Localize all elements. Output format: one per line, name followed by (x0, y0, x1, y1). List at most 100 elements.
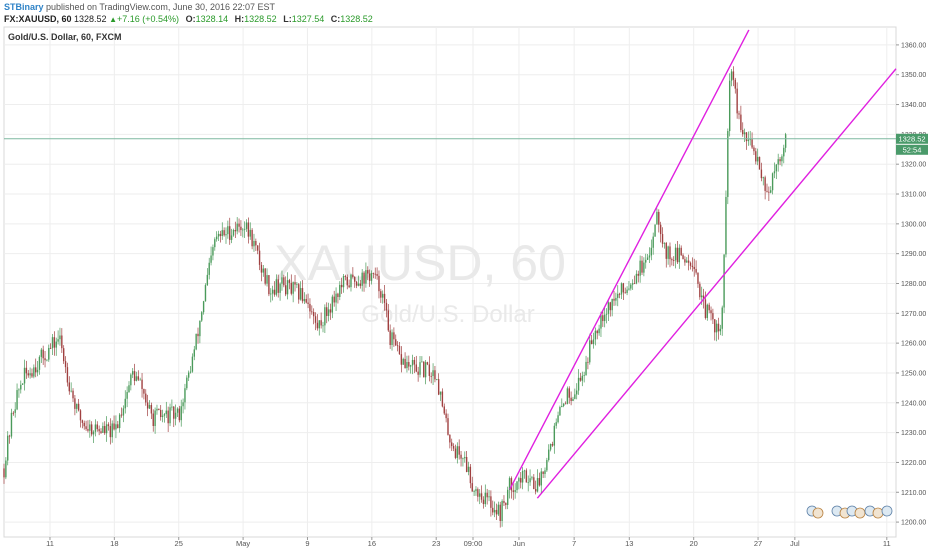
candle-body (77, 403, 80, 411)
candle-body (669, 246, 671, 260)
candle-body (426, 362, 429, 365)
candle-body (273, 289, 276, 295)
candle-body (454, 448, 457, 458)
candle-body (585, 361, 587, 376)
candle-body (751, 139, 753, 148)
candle-body (130, 374, 132, 386)
candle-body (715, 323, 718, 333)
candle-body (630, 284, 632, 289)
candle-body (697, 272, 699, 284)
trendline[interactable] (509, 29, 750, 490)
candle-body (333, 296, 335, 303)
candle-body (236, 223, 238, 232)
candle-body (635, 273, 638, 284)
candle-body (723, 254, 725, 308)
price-change: +7.16 (+0.54%) (117, 14, 180, 24)
candle-body (673, 260, 675, 261)
candle-body (299, 288, 302, 300)
candle-body (424, 362, 427, 378)
trendline[interactable] (536, 68, 897, 499)
x-tick-label: 13 (625, 539, 633, 548)
open-label: O: (185, 14, 196, 24)
candle-body (264, 268, 266, 284)
candle-body (553, 425, 556, 446)
price-axis[interactable]: 1200.00 1210.00 1220.00 1230.00 1240.00 1250.… (896, 42, 926, 527)
candle-body (753, 147, 755, 152)
event-flag-icon[interactable] (881, 505, 893, 517)
y-tick-label: 1220.00 (901, 460, 926, 467)
candle-body (279, 283, 281, 293)
candle-body (35, 367, 37, 373)
candle-body (253, 241, 255, 247)
candle-body (268, 275, 270, 295)
candle-body (402, 358, 404, 365)
candle-body (421, 361, 423, 363)
candle-body (643, 262, 645, 273)
candle-body (64, 361, 67, 368)
candle-body (770, 190, 772, 193)
candle-body (471, 483, 473, 492)
event-flag-icon[interactable] (872, 507, 884, 519)
candle-body (691, 265, 694, 267)
candle-body (182, 402, 184, 407)
candle-body (499, 504, 501, 521)
candle-body (469, 466, 472, 484)
candle-body (628, 288, 630, 290)
candle-body (21, 383, 24, 385)
author-link[interactable]: STBinary (4, 2, 44, 12)
candle-body (730, 71, 733, 81)
candle-body (59, 335, 61, 340)
candle-body (766, 190, 768, 192)
candle-body (518, 478, 520, 482)
candle-body (488, 496, 490, 498)
candle-body (549, 444, 552, 450)
candle-body (538, 478, 541, 486)
event-flag-icon[interactable] (854, 507, 866, 519)
candle-body (61, 335, 63, 349)
candle-body (689, 262, 692, 266)
candle-body (639, 260, 641, 276)
candle-body (180, 406, 182, 421)
candle-body (536, 478, 539, 492)
candle-body (460, 454, 462, 459)
candle-body (212, 247, 214, 256)
candle-body (87, 429, 89, 431)
candle-body (55, 341, 57, 348)
last-price-tag (896, 133, 928, 144)
candle-body (436, 379, 438, 380)
x-tick-label: Jul (790, 539, 800, 548)
candle-body (70, 390, 72, 392)
candle-body (658, 211, 660, 225)
time-axis[interactable]: 11 18 25 May 9 16 23 09:00 Jun 7 13 20 27 Jul 11 (46, 537, 891, 548)
event-flag-icon[interactable] (812, 507, 824, 519)
candle-body (411, 359, 414, 366)
candle-body (197, 333, 199, 337)
candle-body (465, 456, 468, 472)
candle-body (367, 270, 369, 274)
candle-body (544, 470, 546, 474)
candle-body (391, 332, 393, 345)
candle-body (348, 285, 350, 288)
candle-body (281, 277, 283, 284)
candle-body (572, 398, 574, 402)
event-markers[interactable] (806, 505, 893, 519)
published-text: published on TradingView.com, June 30, 2… (43, 2, 276, 12)
y-tick-label: 1350.00 (901, 72, 926, 79)
candle-body (189, 371, 192, 373)
trendlines-layer[interactable] (509, 29, 897, 499)
candle-body (117, 424, 119, 429)
candle-body (303, 298, 306, 302)
candle-body (439, 391, 442, 395)
candle-body (135, 376, 138, 381)
candle-body (206, 274, 209, 286)
low-value: 1327.54 (291, 14, 325, 24)
candle-body (568, 388, 570, 398)
candle-body (652, 236, 654, 248)
candle-body (495, 509, 498, 515)
x-tick-label: 9 (305, 539, 309, 548)
candle-body (620, 283, 623, 295)
candle-body (5, 460, 7, 478)
candle-body (270, 293, 272, 295)
candle-body (346, 276, 348, 286)
